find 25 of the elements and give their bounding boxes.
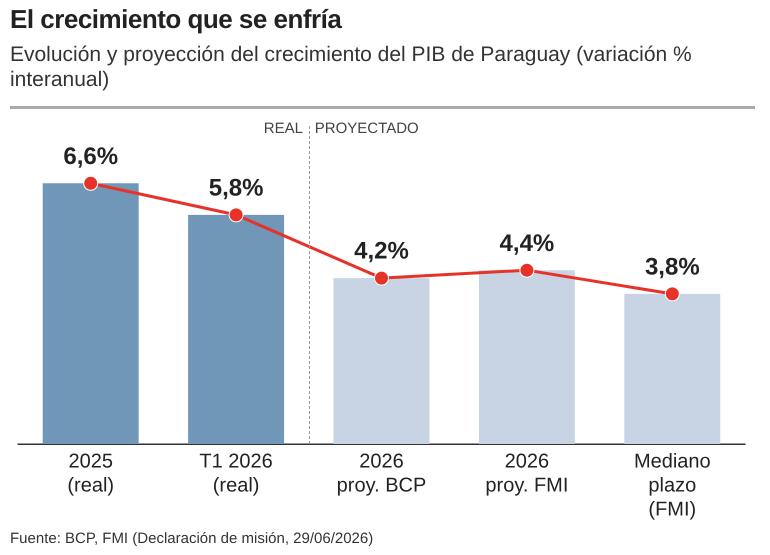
x-tick-label: 2026 proy. BCP bbox=[336, 450, 426, 497]
source-note: Fuente: BCP, FMI (Declaración de misión, 29/06/2026) bbox=[10, 530, 374, 547]
bar bbox=[188, 214, 284, 444]
chart-title: El crecimiento que se enfría bbox=[10, 4, 342, 35]
data-label: 4,2% bbox=[354, 238, 409, 265]
data-label: 4,4% bbox=[500, 230, 554, 257]
bar bbox=[624, 294, 720, 444]
x-tick-label: T1 2026 (real) bbox=[199, 450, 273, 497]
point bbox=[374, 270, 389, 286]
point bbox=[664, 286, 680, 302]
x-tick-label: Mediano plazo (FMI) bbox=[634, 450, 711, 521]
data-label: 6,6% bbox=[63, 142, 118, 170]
annotation: PROYECTADO bbox=[314, 120, 419, 137]
x-tick-label: 2025 (real) bbox=[67, 450, 114, 497]
data-label: 5,8% bbox=[208, 174, 264, 202]
bar bbox=[42, 183, 139, 444]
bar bbox=[478, 270, 575, 444]
point bbox=[83, 176, 98, 191]
bar bbox=[334, 278, 430, 444]
point bbox=[228, 207, 244, 222]
x-tick-label: 2026 proy. FMI bbox=[485, 450, 568, 497]
data-label: 3,8% bbox=[644, 254, 700, 281]
point bbox=[519, 262, 534, 278]
chart-subtitle: Evolución y proyección del crecimiento del PIB de Paraguay (variación % interanual) bbox=[10, 42, 693, 92]
annotation: REAL bbox=[264, 120, 303, 137]
